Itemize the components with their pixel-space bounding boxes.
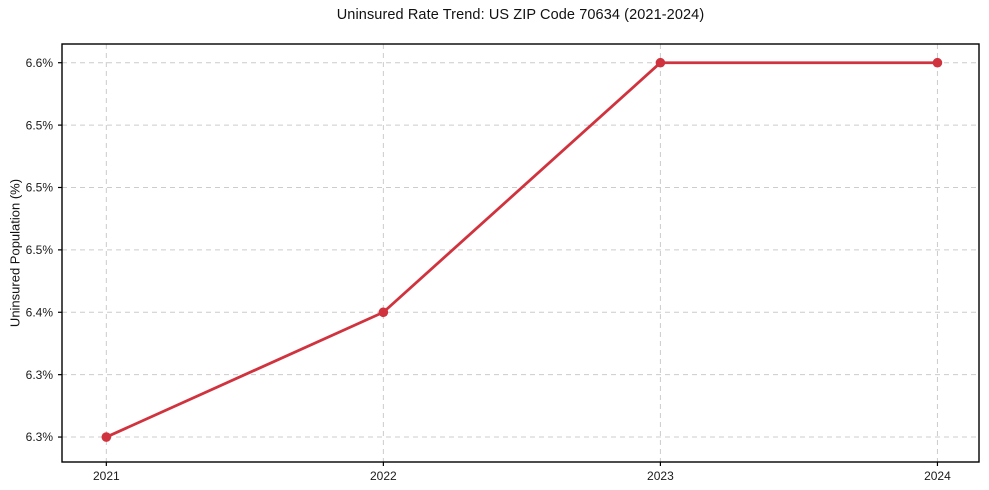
y-tick-label: 6.3% (26, 368, 54, 382)
data-point-marker (378, 307, 389, 318)
x-tick-label: 2023 (647, 469, 674, 483)
x-tick-label: 2022 (370, 469, 397, 483)
y-tick-label: 6.4% (26, 305, 54, 319)
y-tick-label: 6.5% (26, 118, 54, 132)
y-tick-label: 6.5% (26, 243, 54, 257)
data-point-marker (932, 57, 943, 68)
axes-spines (61, 43, 980, 463)
chart-title: Uninsured Rate Trend: US ZIP Code 70634 … (336, 7, 705, 23)
data-point-marker (101, 432, 112, 442)
trend-line (104, 61, 939, 439)
x-tick-label: 2021 (93, 469, 120, 483)
y-tick-label: 6.3% (26, 430, 54, 444)
y-tick-label: 6.5% (26, 181, 54, 195)
y-tick-label: 6.6% (26, 56, 54, 70)
x-tick-label: 2024 (924, 469, 951, 483)
data-point-marker (655, 57, 666, 68)
